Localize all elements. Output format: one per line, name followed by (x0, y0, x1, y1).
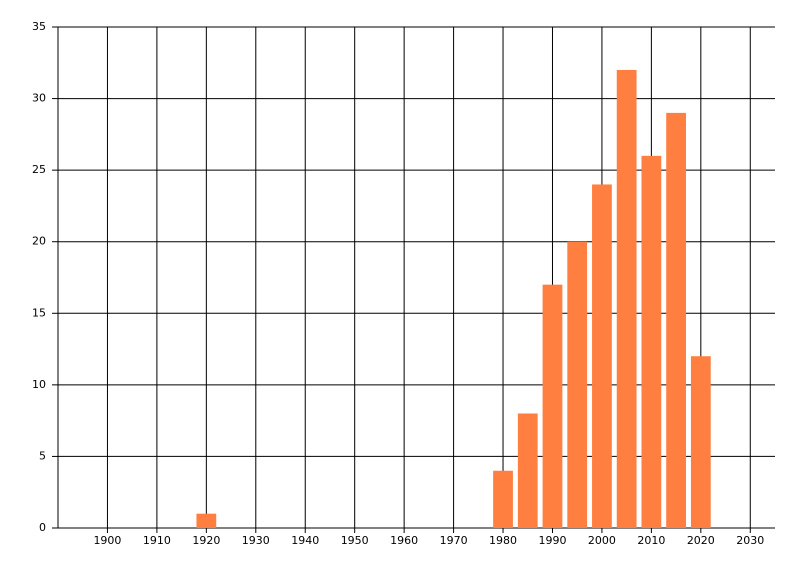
bar (542, 284, 563, 528)
bar (196, 513, 217, 528)
bar (666, 112, 686, 528)
x-tick-label: 1940 (291, 534, 319, 547)
x-tick-label: 1960 (390, 534, 418, 547)
y-tick-label: 15 (32, 306, 46, 319)
bar (517, 413, 538, 528)
x-tick-label: 1980 (489, 534, 517, 547)
y-tick-label: 5 (39, 449, 46, 462)
bar (641, 155, 662, 529)
bar (690, 356, 711, 528)
x-tick-label: 1910 (143, 534, 171, 547)
y-tick-label: 10 (32, 378, 46, 391)
x-tick-label: 2000 (588, 534, 616, 547)
y-tick-label: 35 (32, 20, 46, 33)
x-tick-label: 2010 (637, 534, 665, 547)
bar (567, 241, 588, 528)
x-tick-label: 1900 (93, 534, 121, 547)
x-tick-label: 1990 (538, 534, 566, 547)
x-tick-label: 1920 (192, 534, 220, 547)
bar (493, 470, 513, 528)
x-tick-label: 1970 (440, 534, 468, 547)
bar (592, 184, 612, 528)
y-tick-label: 25 (32, 163, 46, 176)
x-tick-label: 2020 (687, 534, 715, 547)
bar (616, 69, 637, 528)
y-tick-label: 0 (39, 521, 46, 534)
y-tick-label: 20 (32, 235, 46, 248)
x-tick-label: 2030 (736, 534, 764, 547)
x-tick-label: 1950 (341, 534, 369, 547)
x-tick-label: 1930 (242, 534, 270, 547)
y-tick-label: 30 (32, 92, 46, 105)
